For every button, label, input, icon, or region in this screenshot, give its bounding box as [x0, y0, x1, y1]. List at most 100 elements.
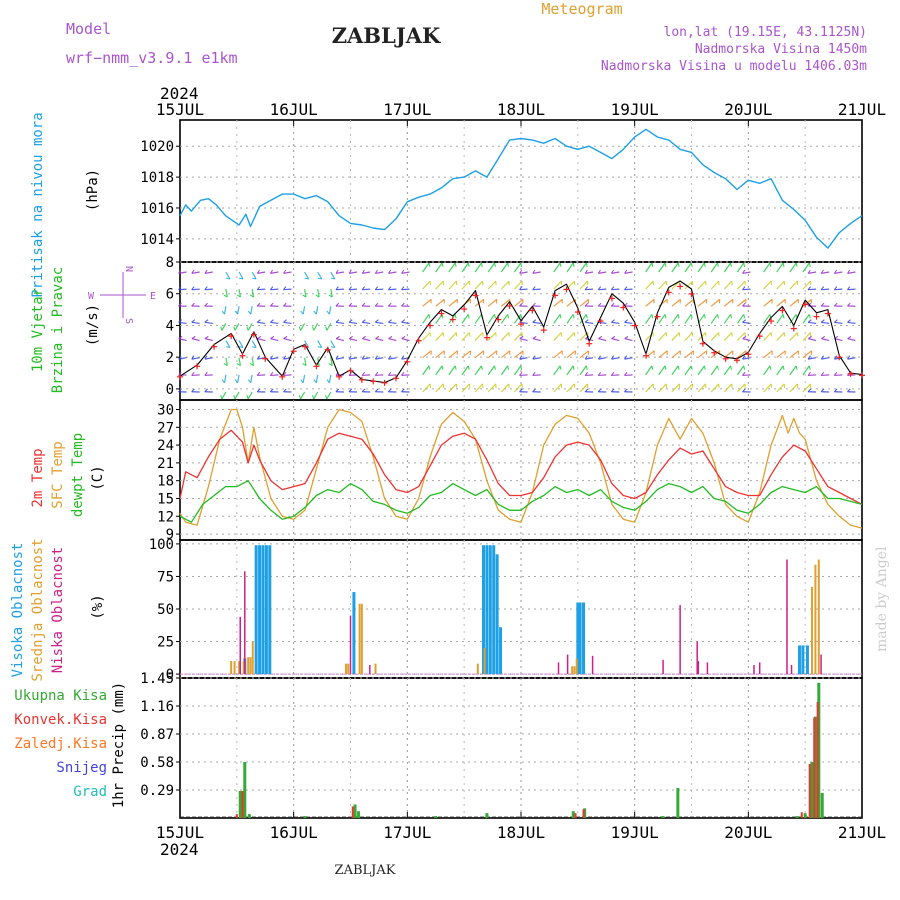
wind-barb-head: [283, 286, 287, 291]
wind-barb-head: [584, 302, 589, 307]
wind-barb: [317, 340, 323, 348]
cloud-low-bar: [696, 641, 698, 675]
cloud-mid-bar: [571, 666, 574, 675]
wind-barb-head: [238, 346, 244, 349]
wind-barb-head: [191, 388, 195, 393]
ytick-label: 9: [166, 527, 174, 543]
wind-barb: [658, 365, 666, 376]
precip-total-bar: [583, 808, 587, 818]
pressure-line: [179, 128, 863, 249]
wind-barb: [257, 338, 266, 342]
wind-barb: [461, 383, 470, 393]
wind-barb-head: [283, 371, 287, 376]
wind-barb: [776, 365, 784, 376]
wind-barb: [624, 271, 633, 274]
wind-barb: [611, 271, 620, 274]
wind-barb-head: [807, 319, 812, 323]
wind-barb-head: [256, 371, 261, 376]
dewpoint-line: [179, 480, 863, 523]
wind-barb-head: [236, 294, 241, 298]
wind-barb: [789, 332, 798, 341]
wind-barb: [723, 314, 732, 324]
wind-barb-head: [807, 355, 811, 360]
wind-barb-head: [204, 371, 208, 376]
wind-barb-head: [375, 335, 380, 340]
wind-barb: [645, 314, 653, 324]
wind-barb: [808, 374, 817, 377]
wind-barb: [514, 298, 524, 307]
compass-w: W: [88, 291, 95, 302]
wind-barb-head: [401, 269, 405, 274]
wind-barb-head: [480, 262, 483, 268]
wind-barb: [684, 314, 692, 324]
wind-barb-head: [532, 302, 536, 307]
wind-barb: [553, 350, 563, 359]
precip-total-bar: [795, 816, 799, 818]
wind-barb: [362, 288, 371, 291]
wind-barb: [821, 321, 830, 325]
wind-barb-head: [847, 319, 851, 323]
wind-barb: [802, 365, 810, 376]
precip-total-bar: [817, 682, 821, 818]
wind-barb-head: [769, 365, 772, 370]
wind-barb: [789, 383, 798, 393]
wind-barb-head: [808, 335, 812, 340]
wind-barb: [763, 262, 771, 273]
wind-barb: [461, 365, 469, 376]
wind-barb: [401, 338, 410, 342]
wind-barb: [585, 321, 594, 325]
wind-barb-head: [269, 286, 274, 291]
wind-barb-head: [807, 269, 811, 274]
wind-barb-head: [624, 269, 628, 274]
wind-barb-head: [664, 314, 667, 319]
wind-barb: [191, 271, 200, 274]
wind-barb-head: [221, 310, 225, 315]
wind-barb: [808, 357, 817, 360]
wind-barb: [388, 271, 397, 274]
wind-barb: [532, 374, 541, 377]
wind-barb: [375, 321, 384, 325]
wind-barb: [697, 262, 705, 273]
precip-total-bar: [303, 816, 307, 818]
wind-unit: (m/s): [85, 304, 101, 346]
wind-barb: [487, 365, 496, 376]
wind-barb-head: [361, 355, 365, 360]
wind-barb: [362, 374, 371, 377]
wind-barb: [435, 262, 443, 273]
wind-barb: [566, 365, 574, 376]
wind-barb: [710, 280, 720, 290]
wind-barb-head: [269, 388, 274, 393]
wind-barb: [566, 332, 575, 341]
wind-barb-head: [520, 262, 523, 268]
wind-barb-head: [223, 363, 228, 367]
cloud-mid-bar: [374, 663, 377, 675]
wind-barb-head: [795, 365, 798, 370]
cloud-high-bar: [254, 545, 258, 675]
wind-barb: [191, 321, 200, 325]
wind-barb-head: [624, 355, 628, 360]
precip-conv-bar: [241, 790, 244, 818]
wind-barb: [519, 271, 528, 274]
wind-barb-head: [480, 365, 483, 370]
wind-barb-head: [690, 365, 693, 370]
elevation-label: Nadmorska Visina 1450m: [695, 42, 867, 57]
wind-barb-head: [743, 365, 746, 370]
wind-barb: [223, 306, 227, 315]
wind-barb-head: [401, 286, 405, 291]
wind-barb: [645, 365, 653, 376]
wind-barb: [776, 383, 785, 393]
wind-barb: [461, 332, 470, 341]
ytick-label: 0.87: [140, 727, 174, 743]
wind-barb: [388, 374, 397, 377]
wind-barb-head: [270, 355, 274, 360]
precip-ylabel: 1hr Precip (mm): [111, 682, 127, 808]
precip-total-bar: [243, 762, 247, 818]
wind-barb: [723, 383, 733, 393]
wind-barb: [802, 280, 811, 290]
wind-barb-head: [348, 335, 353, 340]
wind-barb-head: [246, 326, 249, 331]
cloud-high-bar: [352, 592, 356, 675]
wind-barb-head: [716, 365, 719, 370]
wind-barb-head: [313, 310, 317, 315]
wind-barb: [598, 357, 607, 360]
